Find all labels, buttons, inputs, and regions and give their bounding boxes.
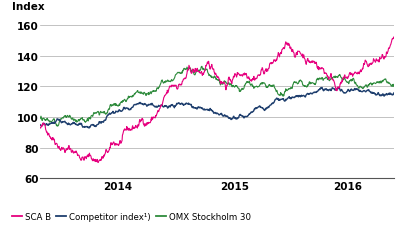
Legend: SCA B, Competitor index¹), OMX Stockholm 30: SCA B, Competitor index¹), OMX Stockholm… bbox=[8, 209, 253, 225]
Text: Index: Index bbox=[12, 2, 45, 12]
